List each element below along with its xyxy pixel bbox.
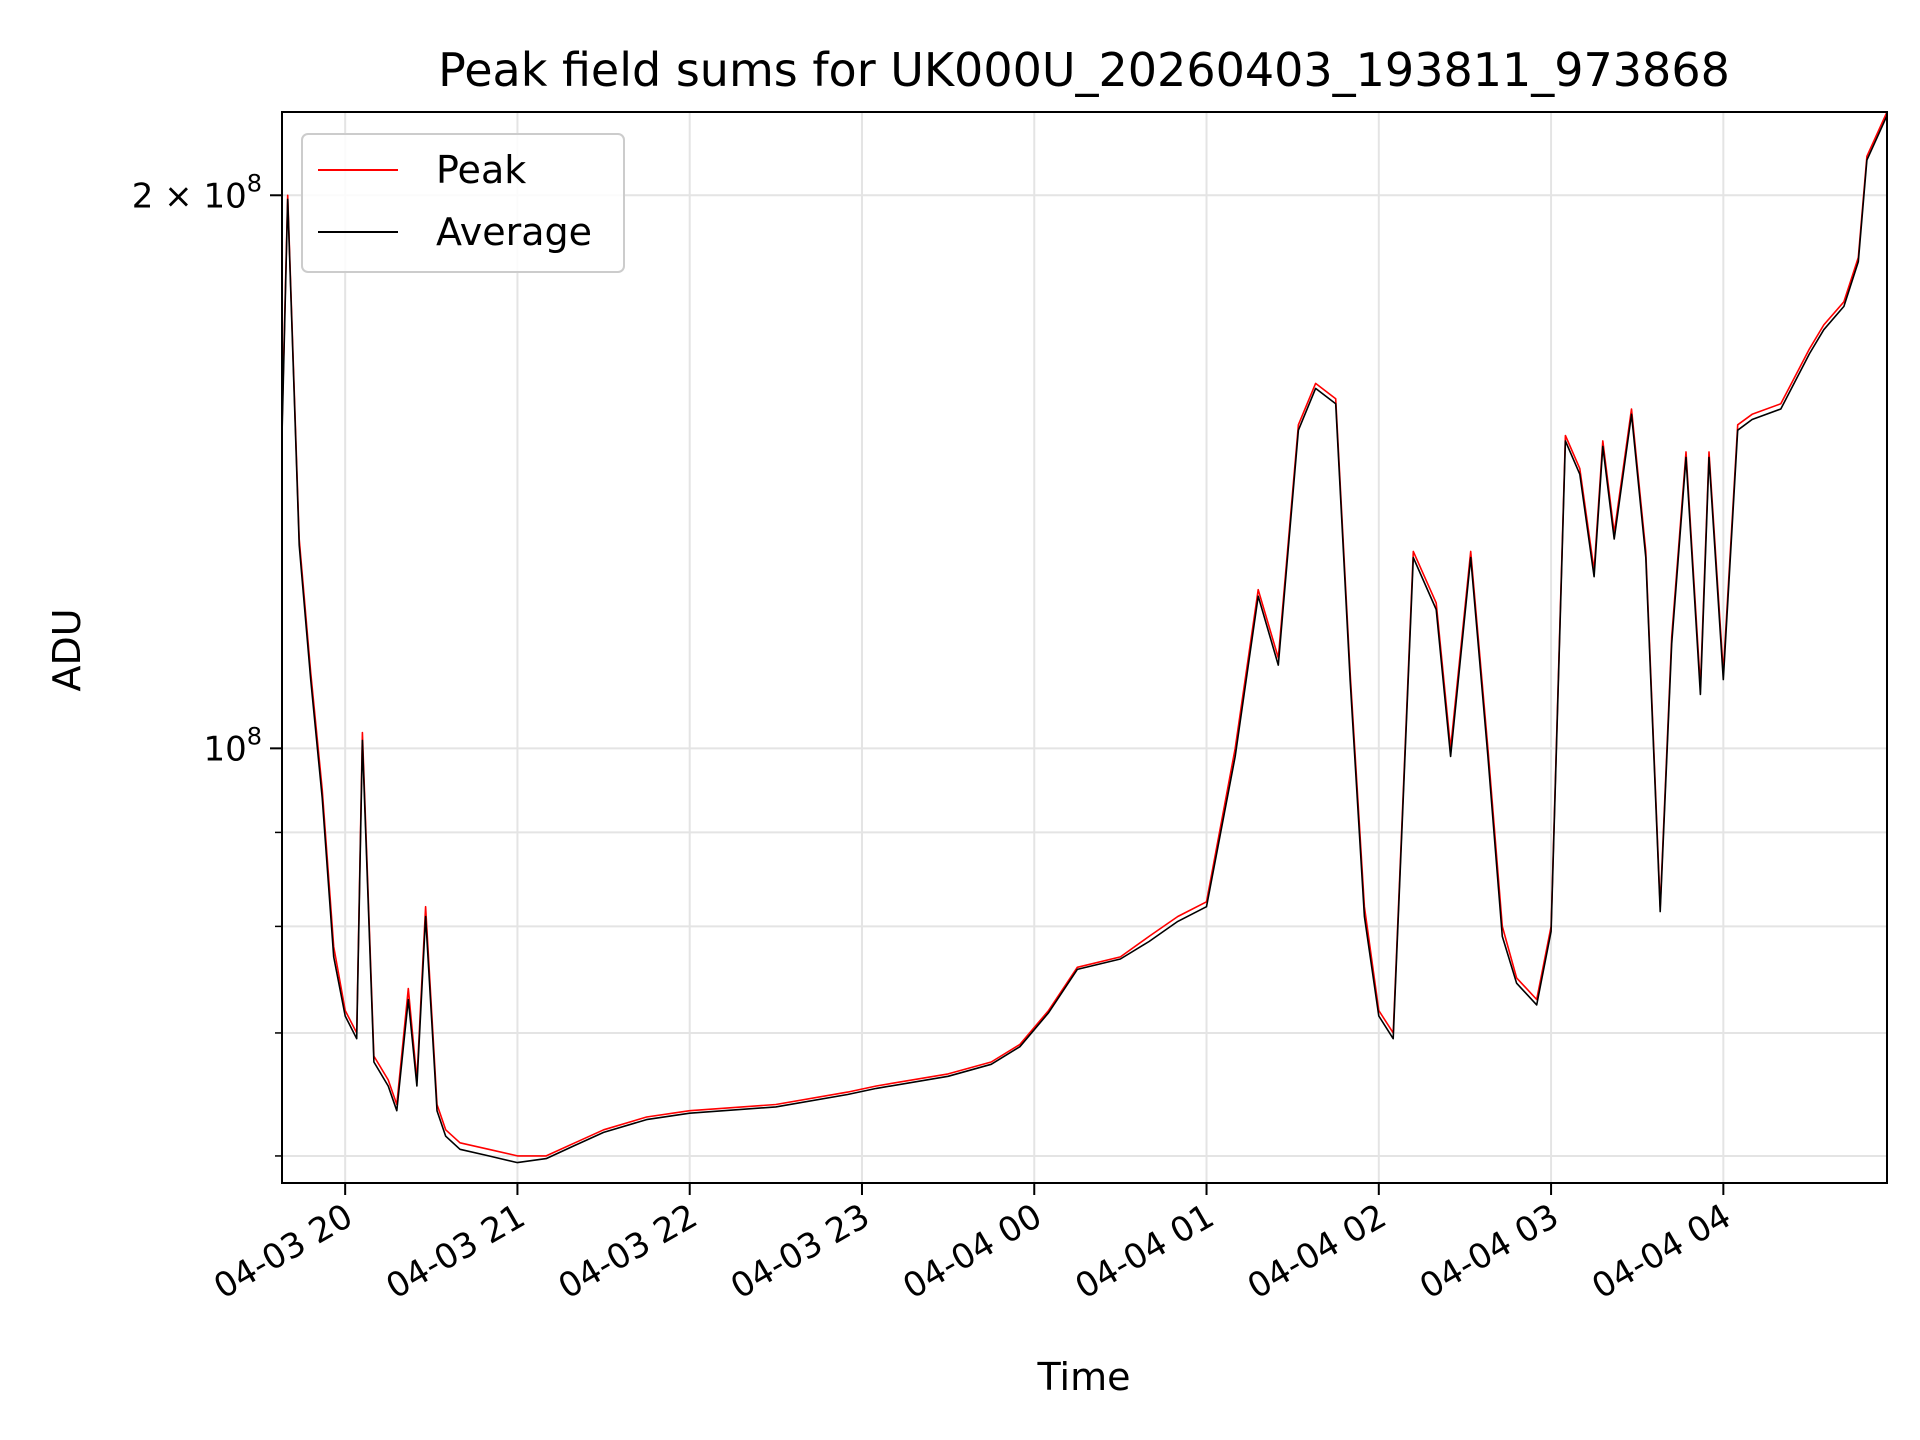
plot-frame [281, 111, 1888, 1184]
chart-title: Peak field sums for UK000U_20260403_1938… [438, 43, 1730, 97]
y-axis-label: ADU [45, 608, 89, 691]
x-axis-label: Time [1037, 1355, 1131, 1399]
grid [282, 112, 1887, 1183]
legend-label-peak: Peak [436, 148, 526, 192]
legend-box [301, 133, 625, 273]
legend-label-average: Average [436, 210, 592, 254]
series-line-average [281, 115, 1888, 1164]
series-layer [281, 111, 1888, 1164]
legend: Peak Average [301, 133, 625, 273]
y-tick-label: 2 × 108 [132, 169, 262, 216]
